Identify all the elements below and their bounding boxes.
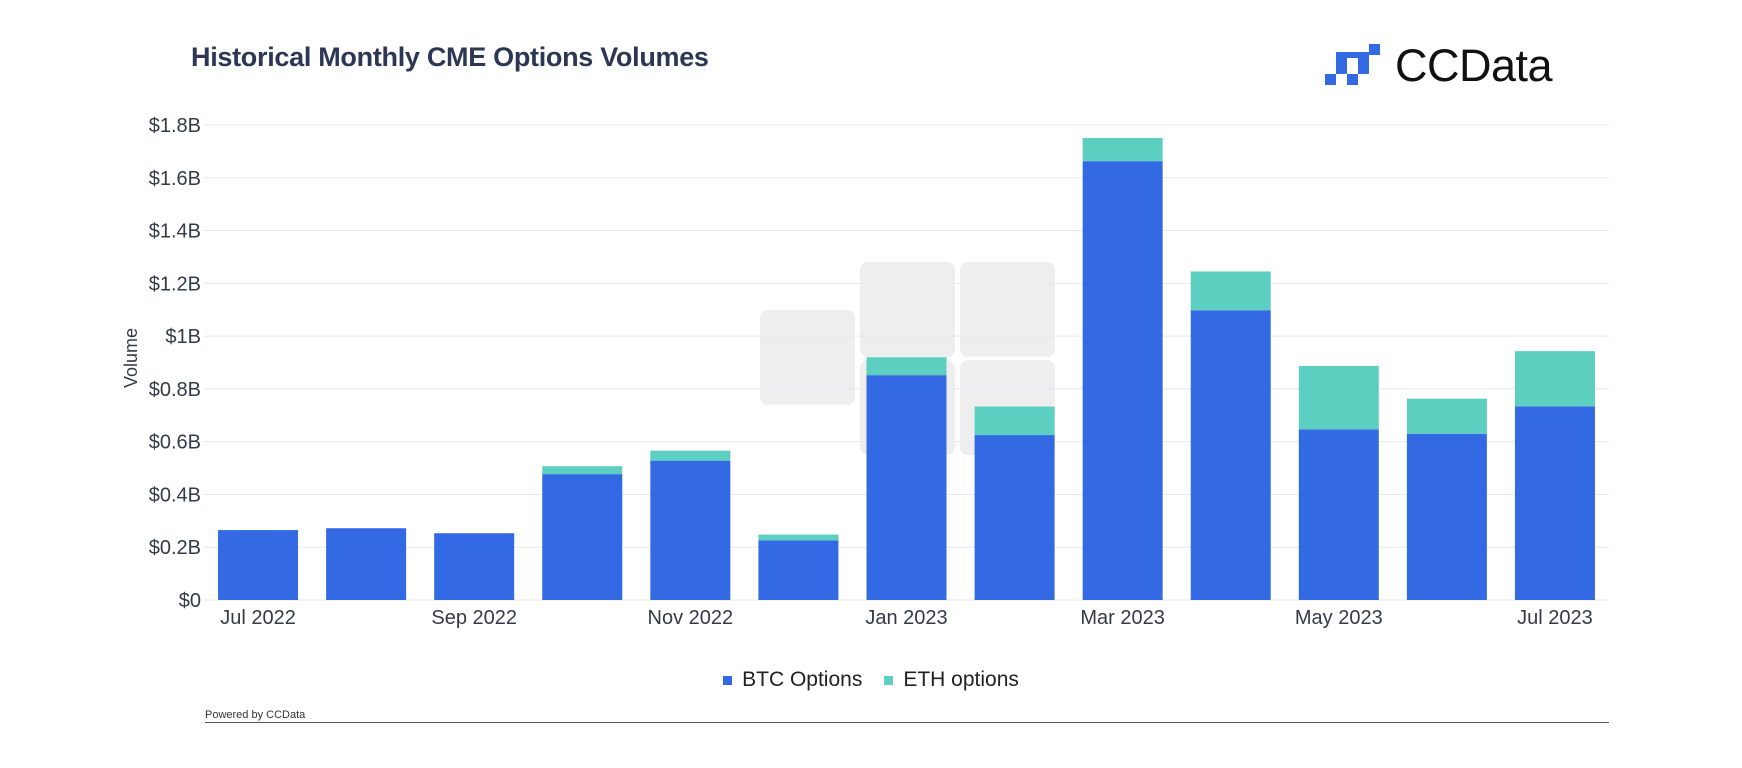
x-tick-label: Jul 2023 — [1517, 607, 1593, 629]
bar-eth-apr-2023[interactable] — [1190, 271, 1271, 311]
logo-text: CCData — [1395, 40, 1553, 91]
bar-btc-jul-2022[interactable] — [218, 530, 299, 600]
bar-btc-apr-2023[interactable] — [1190, 310, 1271, 600]
legend-swatch-eth — [884, 675, 894, 685]
footer-divider — [205, 722, 1609, 723]
legend-label-eth: ETH options — [903, 668, 1019, 691]
legend-label-btc: BTC Options — [742, 668, 863, 691]
bar-btc-oct-2022[interactable] — [542, 474, 623, 600]
bar-eth-oct-2022[interactable] — [542, 466, 623, 475]
bar-btc-aug-2022[interactable] — [326, 528, 407, 600]
legend-item-eth[interactable]: ETH options — [884, 668, 1019, 692]
legend-item-btc[interactable]: BTC Options — [723, 668, 862, 692]
bar-eth-nov-2022[interactable] — [650, 450, 731, 461]
bar-eth-may-2023[interactable] — [1298, 365, 1379, 430]
watermark-block — [860, 262, 955, 357]
x-tick-label: Jul 2022 — [220, 607, 296, 629]
y-tick-label: $1.6B — [149, 168, 201, 190]
x-tick-label: Jan 2023 — [865, 607, 947, 629]
y-tick-label: $0.8B — [149, 379, 201, 401]
bar-eth-jul-2023[interactable] — [1514, 351, 1595, 407]
y-axis-label: Volume — [121, 328, 141, 388]
x-tick-label: Nov 2022 — [648, 607, 734, 629]
y-axis: $0 $0.2B $0.4B $0.6B $0.8B $1B $1.2B $1.4B $1.6B… — [149, 115, 201, 612]
y-tick-label: $1.2B — [149, 273, 201, 295]
bar-eth-dec-2022[interactable] — [758, 534, 839, 541]
y-tick-label: $0.6B — [149, 432, 201, 454]
y-tick-label: $1B — [165, 326, 201, 348]
bar-btc-dec-2022[interactable] — [758, 540, 839, 600]
y-tick-label: $0 — [179, 590, 201, 612]
watermark-block — [760, 310, 855, 405]
chart-title: Historical Monthly CME Options Volumes — [191, 42, 709, 72]
bar-eth-jan-2023[interactable] — [866, 357, 947, 376]
y-tick-label: $0.4B — [149, 484, 201, 506]
bar-btc-feb-2023[interactable] — [974, 435, 1055, 600]
y-tick-label: $1.8B — [149, 115, 201, 137]
bar-eth-feb-2023[interactable] — [974, 406, 1055, 436]
bar-eth-mar-2023[interactable] — [1082, 137, 1163, 162]
ccdata-logo-icon — [1325, 44, 1380, 85]
chart-plot-area: $0 $0.2B $0.4B $0.6B $0.8B $1B $1.2B $1.4B $1.6B… — [121, 115, 1609, 629]
legend-swatch-btc — [723, 675, 733, 685]
bars — [218, 137, 1595, 600]
x-tick-label: Sep 2022 — [431, 607, 517, 629]
ccdata-logo: CCData — [1325, 40, 1553, 92]
bar-btc-may-2023[interactable] — [1298, 429, 1379, 600]
watermark-block — [1010, 262, 1055, 307]
y-tick-label: $0.2B — [149, 537, 201, 559]
bar-btc-sep-2022[interactable] — [434, 533, 515, 600]
bar-btc-nov-2022[interactable] — [650, 460, 731, 600]
footer-credit: Powered by CCData — [205, 709, 306, 721]
bar-btc-mar-2023[interactable] — [1082, 161, 1163, 600]
x-tick-label: Mar 2023 — [1080, 607, 1165, 629]
x-axis: Jul 2022 Sep 2022 Nov 2022 Jan 2023 Mar 2023… — [220, 607, 1593, 629]
y-tick-label: $1.4B — [149, 221, 201, 243]
bar-btc-jun-2023[interactable] — [1406, 433, 1487, 600]
legend: BTC Options ETH options — [0, 668, 1742, 692]
bar-eth-jun-2023[interactable] — [1406, 398, 1487, 434]
bar-btc-jan-2023[interactable] — [866, 375, 947, 600]
bar-btc-jul-2023[interactable] — [1514, 406, 1595, 600]
x-tick-label: May 2023 — [1295, 607, 1383, 629]
